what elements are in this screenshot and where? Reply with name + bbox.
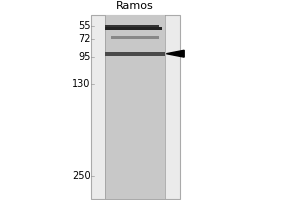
Text: Ramos: Ramos (116, 1, 154, 11)
FancyBboxPatch shape (105, 52, 165, 56)
Text: 95: 95 (78, 52, 91, 62)
Text: 130: 130 (72, 79, 91, 89)
Text: 72: 72 (78, 34, 91, 44)
FancyBboxPatch shape (105, 25, 159, 27)
FancyBboxPatch shape (91, 15, 180, 199)
FancyBboxPatch shape (105, 27, 162, 30)
FancyBboxPatch shape (111, 36, 159, 39)
Polygon shape (166, 50, 184, 57)
FancyBboxPatch shape (105, 15, 165, 199)
Text: 55: 55 (78, 21, 91, 31)
Text: 250: 250 (72, 171, 91, 181)
